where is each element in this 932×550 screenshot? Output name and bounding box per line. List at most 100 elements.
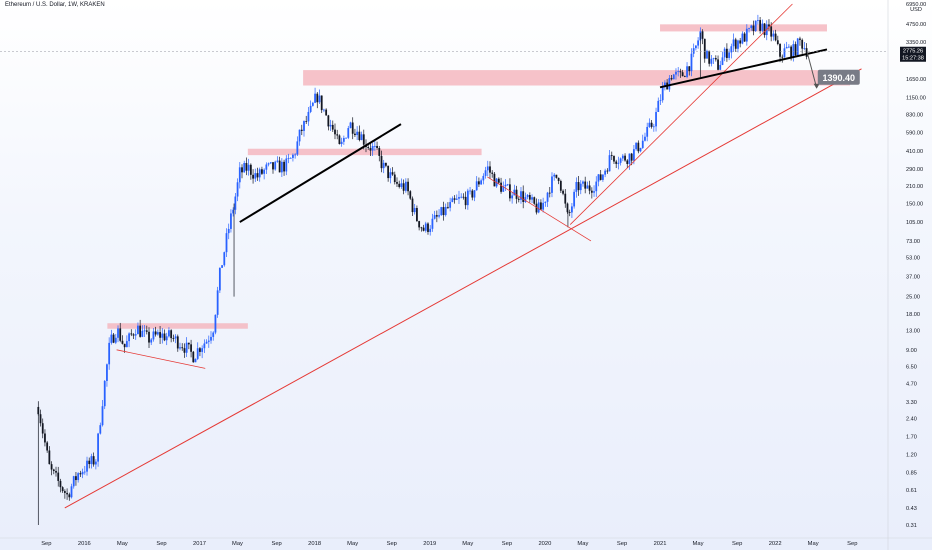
- candle: [475, 176, 478, 191]
- x-tick-label: 2019: [423, 541, 436, 547]
- candle: [81, 468, 84, 479]
- candle: [265, 162, 268, 174]
- candle: [325, 108, 328, 116]
- candle: [608, 150, 611, 172]
- candle: [307, 106, 310, 126]
- candle: [156, 329, 159, 336]
- candle: [402, 179, 405, 195]
- candle: [675, 68, 677, 80]
- candle: [575, 177, 578, 198]
- red-trendline[interactable]: [487, 176, 592, 242]
- candle: [783, 43, 786, 58]
- candle: [139, 319, 142, 338]
- y-tick-label: 150.00: [906, 201, 923, 207]
- candle: [745, 24, 748, 46]
- candle: [679, 68, 682, 78]
- candle: [112, 333, 115, 344]
- resistance-zone[interactable]: [107, 323, 248, 329]
- candle: [241, 164, 243, 179]
- candle: [761, 19, 764, 33]
- candle: [287, 153, 290, 164]
- candle: [458, 190, 460, 204]
- candle: [345, 137, 347, 139]
- candle: [190, 339, 192, 358]
- price-target-callout[interactable]: [817, 69, 860, 85]
- candle: [57, 466, 60, 487]
- candle: [615, 159, 618, 169]
- candle: [349, 121, 352, 129]
- x-tick-label: 2022: [769, 541, 782, 547]
- candle: [781, 54, 784, 63]
- candle: [670, 75, 673, 81]
- candle: [323, 108, 325, 113]
- candle: [276, 156, 279, 163]
- candle: [586, 181, 589, 189]
- candle: [99, 422, 102, 435]
- candle: [756, 14, 759, 25]
- arrow-head-icon: [813, 83, 820, 89]
- candle: [796, 37, 799, 57]
- candle: [207, 335, 210, 348]
- candle: [568, 209, 571, 217]
- candle: [599, 169, 602, 181]
- red-trendline[interactable]: [64, 68, 862, 509]
- candle: [686, 62, 688, 79]
- x-tick-label: May: [232, 541, 243, 547]
- candle: [145, 325, 148, 335]
- black-trendline[interactable]: [659, 48, 828, 89]
- candle: [108, 337, 111, 370]
- candle: [577, 176, 580, 196]
- candle: [734, 37, 737, 52]
- candle: [389, 168, 392, 184]
- candle: [292, 153, 294, 162]
- candle: [121, 335, 124, 345]
- resistance-zone[interactable]: [660, 24, 827, 32]
- resistance-zone[interactable]: [303, 70, 851, 86]
- red-trendline[interactable]: [569, 3, 793, 225]
- candle: [52, 468, 55, 475]
- candle: [748, 27, 750, 33]
- candle: [192, 350, 195, 363]
- candle: [117, 325, 119, 343]
- candle: [478, 177, 480, 188]
- candle: [628, 153, 631, 170]
- candle: [482, 173, 485, 185]
- y-tick-label: 37.00: [906, 274, 920, 280]
- candle: [489, 161, 491, 179]
- candle: [672, 73, 675, 80]
- candle: [712, 57, 715, 65]
- candle: [404, 178, 407, 193]
- candle: [504, 179, 507, 192]
- candle: [652, 123, 655, 132]
- candle: [626, 159, 629, 168]
- price-target-value: 1390.40: [822, 73, 855, 83]
- resistance-zone[interactable]: [247, 148, 482, 156]
- y-tick-label: 1.20: [906, 453, 917, 459]
- y-tick-label: 3350.00: [906, 40, 926, 46]
- candle: [254, 168, 257, 182]
- candle: [238, 162, 241, 189]
- candle: [263, 168, 266, 180]
- candle: [480, 178, 483, 185]
- candle: [655, 107, 657, 132]
- x-tick-label: May: [808, 541, 819, 547]
- candle: [471, 189, 474, 201]
- x-tick-label: May: [117, 541, 128, 547]
- projection-arrow[interactable]: [806, 53, 818, 88]
- candle: [340, 137, 343, 147]
- candle: [338, 134, 341, 145]
- y-tick-label: 3.30: [906, 400, 917, 406]
- candle: [613, 155, 615, 165]
- candle: [772, 30, 775, 41]
- x-tick-label: 2020: [538, 541, 551, 547]
- candle: [697, 37, 700, 49]
- black-trendline[interactable]: [239, 123, 402, 223]
- candle: [551, 172, 553, 198]
- x-tick-label: May: [577, 541, 588, 547]
- candle: [148, 327, 150, 349]
- candle: [595, 176, 598, 197]
- red-trendline[interactable]: [116, 349, 206, 369]
- y-tick-label: 290.00: [906, 167, 923, 173]
